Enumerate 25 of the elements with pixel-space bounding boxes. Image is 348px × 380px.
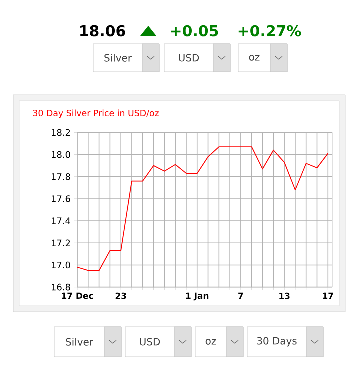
text: Silver — [104, 54, 132, 62]
y-tick-label: 17.0 — [52, 262, 70, 269]
x-tick-label: 13 — [279, 292, 290, 300]
y-tick-label: 17.8 — [52, 173, 70, 180]
y-tick-label: 17.2 — [52, 240, 70, 246]
y-tick-label: 18.0 — [52, 151, 70, 158]
y-tick-label: 17.6 — [52, 196, 70, 202]
text: 30 Days — [257, 337, 297, 347]
x-tick-label: 1 Jan — [186, 292, 208, 301]
text: +0.05 — [171, 25, 218, 37]
text: oz — [206, 339, 216, 345]
text: oz — [249, 55, 260, 61]
x-tick-label: 17 — [322, 292, 334, 299]
text: USD — [178, 54, 199, 62]
y-tick-label: 17.4 — [52, 218, 70, 224]
text: +0.27% — [238, 25, 301, 37]
text: Silver — [66, 338, 94, 346]
y-tick-label: 16.8 — [52, 284, 70, 291]
text: USD — [140, 338, 160, 346]
x-tick-label: 7 — [238, 292, 243, 299]
x-tick-label: 17 Dec — [62, 292, 93, 300]
chart-title: 30 Day Silver Price in USD/oz — [33, 110, 159, 118]
x-tick-label: 23 — [116, 292, 126, 300]
y-tick-label: 18.2 — [52, 129, 70, 136]
text: 18.06 — [80, 25, 126, 37]
